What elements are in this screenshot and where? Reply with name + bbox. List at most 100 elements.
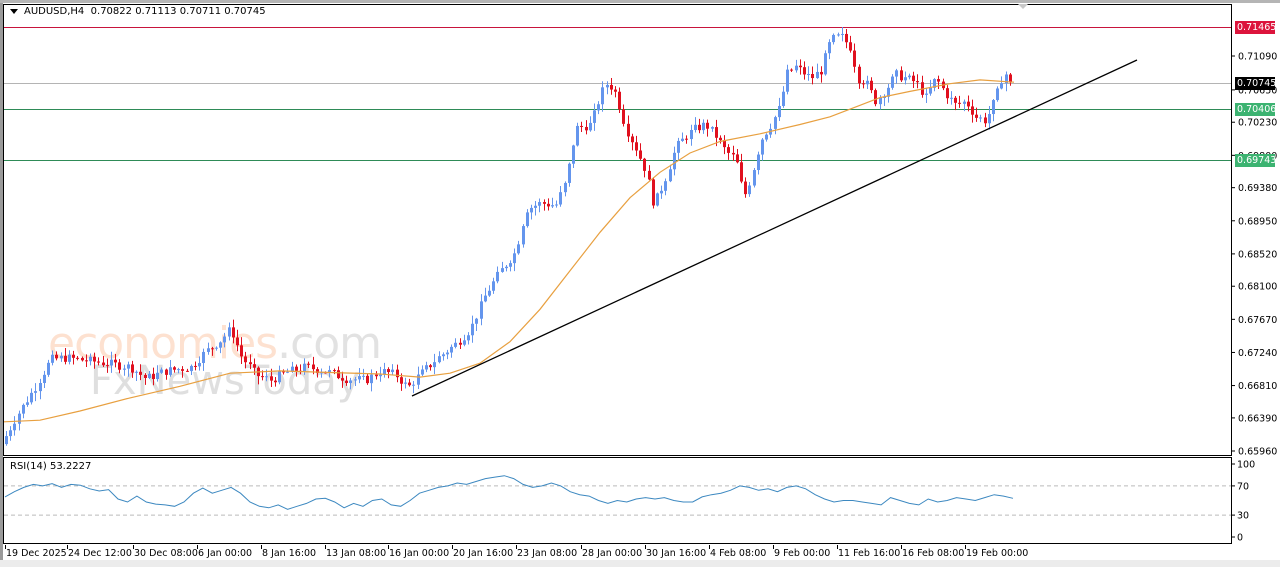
bear-candle [715,127,718,138]
bear-candle [639,150,642,159]
bear-candle [547,203,550,207]
current-price-price-tag: 0.70745 [1235,77,1277,90]
bear-candle [240,345,243,357]
watermark-suffix: .com [277,318,382,369]
bull-candle [568,163,571,183]
time-axis-label: 16 Jan 00:00 [389,548,450,559]
rsi-indicator-pane[interactable] [3,457,1232,544]
bear-candle [312,364,315,370]
price-axis-label: 0.66390 [1238,413,1277,424]
price-axis-label: 0.70230 [1238,118,1277,129]
bear-candle [459,342,462,345]
bull-candle [404,382,407,384]
bear-candle [64,355,67,362]
bull-candle [589,122,592,131]
bear-candle [627,123,630,137]
time-axis-label: 30 Jan 16:00 [646,548,707,559]
rsi-axis-label: 70 [1237,481,1249,492]
bear-candle [173,367,176,370]
bull-candle [895,70,898,77]
bull-candle [572,145,575,164]
bull-candle [996,88,999,101]
collapse-triangle-icon[interactable] [10,8,18,14]
price-chart-pane[interactable] [3,4,1232,456]
time-axis-label: 23 Jan 08:00 [517,548,578,559]
bear-candle [366,375,369,384]
support-price-tag: 0.70406 [1235,103,1277,116]
time-axis-label: 19 Feb 00:00 [966,548,1029,559]
price-axis-label: 0.68950 [1238,216,1277,227]
bull-candle [593,110,596,123]
bull-candle [354,379,357,381]
price-axis-label: 0.70650 [1238,85,1277,96]
time-axis-label: 19 Dec 2025 [6,548,67,559]
bull-candle [669,169,672,182]
bull-candle [26,402,29,405]
bear-candle [274,380,277,383]
bull-candle [782,91,785,106]
bear-candle [76,357,79,359]
bear-candle [723,140,726,148]
bull-candle [664,181,667,191]
bull-candle [606,84,609,88]
bull-candle [816,71,819,79]
bear-candle [345,380,348,384]
bull-candle [379,374,382,377]
bear-candle [165,369,168,375]
bull-candle [202,351,205,363]
bear-candle [631,136,634,143]
bull-candle [576,125,579,146]
bull-candle [757,154,760,171]
time-axis: 19 Dec 2025 24 Dec 12:00 30 Dec 08:00 6 Jan… [0,545,1280,567]
bear-candle [845,33,848,43]
bear-candle [585,126,588,131]
bear-candle [858,66,861,84]
bull-candle [656,193,659,206]
bull-candle [866,80,869,85]
bull-candle [690,129,693,140]
bear-candle [652,179,655,206]
bull-candle [841,33,844,35]
bear-candle [635,142,638,151]
bear-candle [727,147,730,153]
bear-candle [186,370,189,372]
bull-candle [753,170,756,186]
time-axis-label: 30 Dec 08:00 [134,548,198,559]
bull-candle [778,105,781,118]
bull-candle [39,383,42,392]
bear-candle [732,152,735,155]
bull-candle [564,182,567,193]
bear-candle [643,158,646,171]
bull-candle [480,301,483,319]
bull-candle [433,362,436,368]
bull-candle [963,101,966,104]
shift-marker-icon[interactable] [1018,4,1028,9]
bull-candle [891,76,894,88]
bull-candle [438,356,441,363]
bear-candle [232,327,235,338]
bull-candle [47,362,50,375]
bear-candle [698,124,701,131]
bear-candle [249,362,252,365]
bull-candle [597,104,600,111]
price-axis-label: 0.66810 [1238,381,1277,392]
time-tick [5,545,6,549]
bull-candle [828,42,831,54]
watermark-economies: economies.com [48,318,382,369]
bear-candle [244,356,247,363]
bear-candle [740,162,743,182]
time-tick [133,545,134,549]
support-price-tag: 0.69743 [1235,154,1277,167]
time-tick [452,545,453,549]
bull-candle [774,117,777,129]
bull-candle [551,205,554,207]
bull-candle [412,384,415,386]
chart-header: AUDUSD,H4 0.70822 0.71113 0.70711 0.7074… [10,6,266,17]
bull-candle [824,53,827,75]
bull-candle [992,100,995,115]
bear-candle [333,370,336,372]
bear-candle [236,337,239,346]
bull-candle [1005,74,1008,84]
bull-candle [677,140,680,153]
window-top-border [0,0,1280,3]
